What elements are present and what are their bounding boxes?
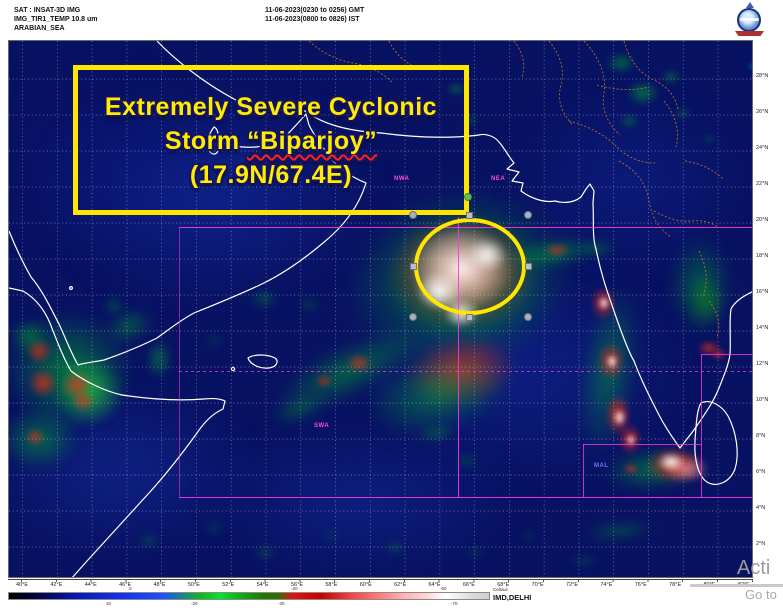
header-times: 11-06-2023(0230 to 0256) GMT 11-06-2023(… — [265, 6, 364, 24]
lon-label: 44°E — [84, 582, 97, 588]
lon-label: 48°E — [153, 582, 166, 588]
colorbar-unit-label: Celsius — [493, 587, 508, 592]
lon-label: 56°E — [291, 582, 303, 588]
lat-label: 20°N — [756, 217, 769, 223]
logo-wave — [740, 18, 759, 21]
watermark-line1: Acti — [737, 557, 771, 579]
temperature-colorbar — [8, 592, 490, 600]
source-label: IMD,DELHI — [493, 593, 532, 602]
lon-label: 64°E — [428, 582, 441, 588]
annotation-storm-word: Storm — [164, 127, 248, 155]
lon-label: 66°E — [462, 582, 475, 588]
lon-label: 58°E — [325, 582, 338, 588]
colorbar-tick-label: -20 — [291, 586, 298, 591]
sector-line-65e — [458, 217, 459, 498]
colorbar-tick-label: -30 — [278, 601, 285, 606]
region-text: ARABIAN_SEA — [14, 25, 65, 32]
lon-label: 72°E — [566, 582, 578, 588]
rotate-handle[interactable] — [464, 193, 472, 201]
lon-label: 70°E — [531, 582, 544, 588]
handle-top-left[interactable] — [409, 211, 417, 219]
lat-label: 12°N — [756, 361, 769, 367]
latitude-axis: 28°N 26°N 24°N 22°N 20°N 18°N 16°N 14°N 12°N 10°N… — [756, 73, 768, 547]
lon-label: 60°E — [359, 582, 372, 588]
lon-label: 68°E — [497, 582, 510, 588]
lat-label: 8°N — [756, 433, 766, 439]
sector-line-5n — [179, 497, 752, 498]
satellite-map: NWA NEA SWA MAL Extremely Severe Cycloni… — [8, 40, 753, 578]
watermark-line2: Go to — [745, 587, 777, 602]
gray-rule — [690, 584, 783, 587]
header-left: SAT : INSAT-3D IMG IMG_TIR1_TEMP 10.8 um… — [14, 6, 98, 33]
annotation-line2: Storm “Biparjoy” — [78, 124, 464, 158]
colorbar-tick-label: 10 — [106, 601, 112, 606]
annotation-line1: Extremely Severe Cyclonic — [104, 93, 438, 121]
lat-label: 4°N — [756, 505, 766, 511]
annotation-coordinates: (17.9N/67.4E) — [189, 161, 353, 189]
lon-label: 78°E — [669, 582, 682, 588]
longitude-axis: 40°E 42°E 44°E 46°E 48°E 50°E 52°E 54°E 56°E 58°E… — [14, 582, 752, 588]
colorbar-ticks-bottom: 10 -20 -30 -70 — [0, 601, 500, 607]
longitude-axis-ticks — [8, 580, 753, 582]
lat-label: 24°N — [756, 145, 769, 151]
state-boundaries — [308, 41, 724, 338]
annotation-box[interactable]: Extremely Severe Cyclonic Storm “Biparjo… — [73, 65, 469, 215]
lat-label: 22°N — [756, 181, 769, 187]
sector-label-swa: SWA — [314, 423, 330, 429]
map-overlay-svg — [9, 41, 752, 577]
lat-label: 6°N — [756, 469, 766, 475]
coastlines — [9, 41, 752, 577]
lat-label: 28°N — [756, 73, 769, 79]
time-ist-text: 11-06-2023(0800 to 0826) IST — [265, 16, 360, 23]
imd-logo-icon — [733, 2, 767, 38]
handle-left-mid[interactable] — [410, 263, 417, 270]
sector-line-box-right — [701, 354, 702, 498]
sector-line-west — [179, 227, 180, 498]
lon-label: 42°E — [50, 582, 63, 588]
sector-line-box-top — [583, 444, 701, 445]
storm-center-ellipse[interactable] — [414, 218, 526, 315]
channel-text: IMG_TIR1_TEMP 10.8 um — [14, 16, 98, 23]
handle-right-mid[interactable] — [525, 263, 532, 270]
annotation-storm-name: “Biparjoy” — [247, 127, 378, 155]
handle-top-right[interactable] — [524, 211, 532, 219]
handle-bottom-left[interactable] — [409, 313, 417, 321]
lon-label: 50°E — [187, 582, 200, 588]
sector-line-13n — [701, 354, 752, 355]
time-gmt-text: 11-06-2023(0230 to 0256) GMT — [265, 7, 365, 14]
lon-label: 62°E — [394, 582, 407, 588]
sector-line-box-left — [583, 444, 584, 498]
colorbar-tick-label: -70 — [451, 601, 458, 606]
lat-label: 18°N — [756, 253, 769, 259]
colorbar-tick-label: 0 — [129, 586, 132, 591]
logo-crown — [746, 2, 754, 8]
lon-label: 52°E — [222, 582, 235, 588]
logo-banner — [735, 31, 764, 36]
sat-id-text: SAT : INSAT-3D IMG — [14, 7, 81, 14]
handle-top-center[interactable] — [466, 212, 473, 219]
lon-label: 76°E — [634, 582, 647, 588]
handle-bottom-right[interactable] — [524, 313, 532, 321]
sector-label-nwa: NWA — [394, 176, 410, 182]
sector-label-nea: NEA — [491, 176, 506, 182]
lon-label: 74°E — [600, 582, 613, 588]
lat-label: 14°N — [756, 325, 769, 331]
lon-label: 40°E — [16, 582, 28, 588]
lat-label: 26°N — [756, 109, 769, 115]
lat-label: 10°N — [756, 397, 769, 403]
lon-label: 54°E — [256, 582, 269, 588]
handle-bottom-center[interactable] — [466, 314, 473, 321]
lat-label: 2°N — [756, 541, 766, 547]
latlon-grid — [9, 41, 752, 577]
colorbar-ticks-top: 0 -20 -50 — [0, 586, 500, 592]
longitude-axis-rule — [8, 579, 753, 580]
lon-label: 46°E — [119, 582, 132, 588]
lat-label: 16°N — [756, 289, 769, 295]
colorbar-tick-label: -50 — [440, 586, 447, 591]
sector-label-mal: MAL — [594, 463, 609, 469]
sector-line-12n — [179, 371, 752, 372]
colorbar-tick-label: -20 — [191, 601, 198, 606]
